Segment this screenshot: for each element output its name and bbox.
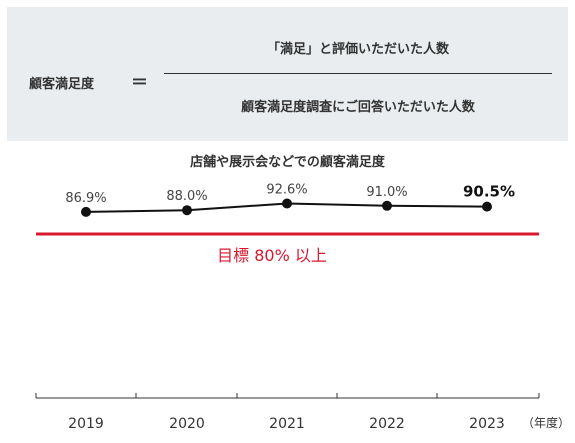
formula-denominator: 顧客満足度調査にご回答いただいた人数 [241,100,475,115]
data-point [482,201,492,212]
data-label: 92.6% [266,183,307,198]
data-point [81,206,91,217]
data-label: 91.0% [366,185,407,200]
x-tick-label: 2022 [369,416,405,432]
formula-label: 顧客満足度 [29,77,95,92]
data-label: 90.5% [463,183,515,201]
x-unit-label: （年度） [522,415,570,430]
chart-title: 店舗や展示会などでの顧客満足度 [190,155,385,170]
x-tick-label: 2021 [269,416,305,432]
x-tick-label: 2019 [68,416,104,432]
data-label: 88.0% [166,189,207,204]
x-tick-label: 2020 [169,416,205,432]
equals-sign: ＝ [131,73,148,93]
data-label: 86.9% [65,191,106,206]
data-point [182,205,192,216]
x-tick-label: 2023 [469,416,505,432]
data-point [282,198,292,209]
data-point [382,200,392,211]
formula-box: 顧客満足度 ＝ 「満足」と評価いただいた人数 顧客満足度調査にご回答いただいた人… [7,7,568,141]
target-label: 目標 80% 以上 [217,246,327,265]
formula-numerator: 「満足」と評価いただいた人数 [266,42,449,57]
fraction-line [164,73,552,74]
